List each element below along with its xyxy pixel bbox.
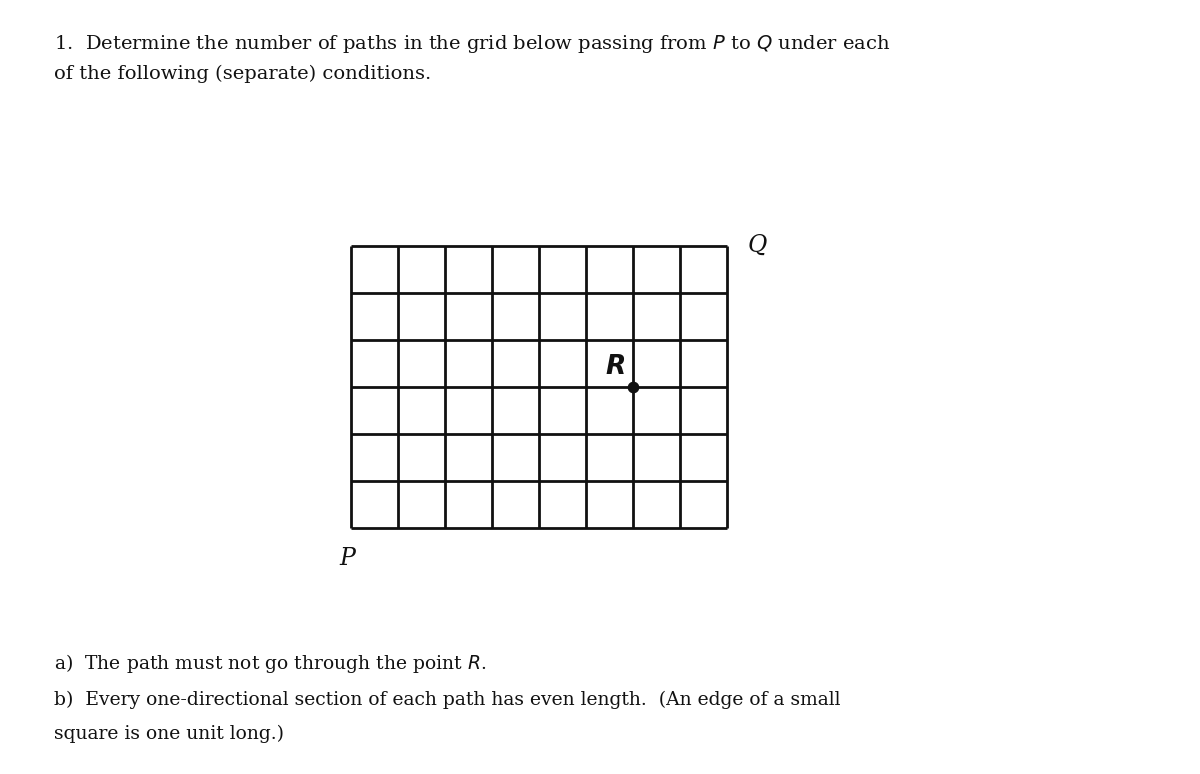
Text: b)  Every one-directional section of each path has even length.  (An edge of a s: b) Every one-directional section of each… (54, 690, 840, 709)
Text: 1.  Determine the number of paths in the grid below passing from $P$ to $Q$ unde: 1. Determine the number of paths in the … (54, 33, 890, 54)
Text: square is one unit long.): square is one unit long.) (54, 725, 284, 744)
Point (623, 381, 642, 393)
Text: Q: Q (748, 235, 767, 257)
Text: of the following (separate) conditions.: of the following (separate) conditions. (54, 65, 431, 84)
Text: a)  The path must not go through the point $R$.: a) The path must not go through the poin… (54, 652, 486, 675)
Text: R: R (605, 354, 625, 380)
Text: P: P (340, 547, 355, 570)
